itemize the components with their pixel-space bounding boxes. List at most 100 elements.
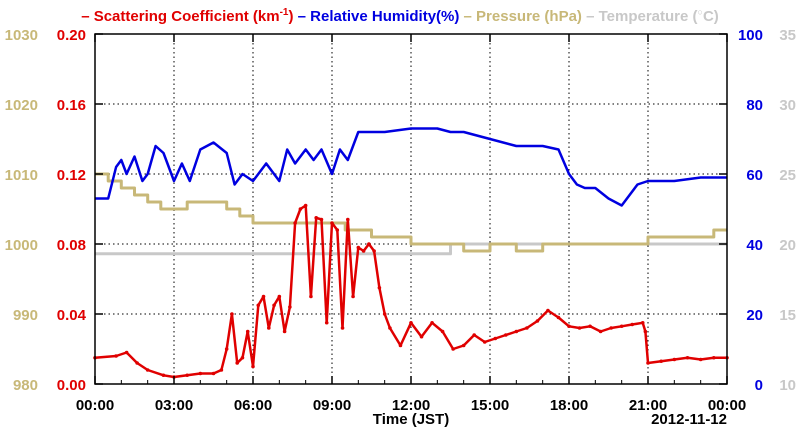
data-point-scattering-coefficient — [324, 320, 329, 325]
data-point-scattering-coefficient — [609, 326, 613, 330]
x-axis-label: Time (JST) — [373, 411, 449, 428]
data-point-scattering-coefficient — [245, 329, 250, 334]
series-line-relative-humidity — [95, 127, 727, 207]
temperature-tick-label: 30 — [779, 97, 796, 114]
legend-degree: ○ — [698, 7, 703, 17]
data-point-scattering-coefficient — [356, 245, 361, 250]
data-point-scattering-coefficient — [712, 355, 716, 360]
data-point-scattering-coefficient — [267, 326, 271, 330]
legend-item-pressure-hpa: – Pressure (hPa) — [459, 8, 582, 25]
pressure-tick-label: 1000 — [5, 237, 38, 254]
x-tick-label: 00:00 — [708, 397, 746, 414]
x-tick-label: 12:00 — [392, 397, 430, 414]
data-point-scattering-coefficient — [461, 343, 466, 348]
data-point-scattering-coefficient — [145, 368, 150, 372]
data-point-scattering-coefficient — [398, 343, 403, 348]
data-point-scattering-coefficient — [211, 371, 216, 376]
data-point-scattering-coefficient — [330, 221, 334, 225]
data-point-scattering-coefficient — [235, 361, 239, 365]
legend-item-scattering-coefficient-km: – Scattering Coefficient (km — [81, 8, 279, 25]
data-point-scattering-coefficient — [377, 285, 382, 290]
data-point-scattering-coefficient — [351, 294, 355, 299]
temperature-tick-label: 35 — [779, 27, 796, 44]
data-point-scattering-coefficient — [672, 357, 677, 362]
temperature-tick-label: 25 — [779, 167, 796, 184]
data-point-scattering-coefficient — [685, 355, 690, 360]
data-point-scattering-coefficient — [293, 221, 297, 225]
data-point-scattering-coefficient — [630, 322, 634, 327]
data-point-scattering-coefficient — [277, 294, 282, 299]
scattering-tick-label: 0.04 — [57, 307, 87, 324]
scattering-tick-label: 0.08 — [57, 237, 86, 254]
data-point-scattering-coefficient — [335, 228, 340, 232]
x-tick-label: 09:00 — [313, 397, 351, 414]
data-point-scattering-coefficient — [272, 303, 276, 308]
legend-tail: C) — [703, 8, 719, 25]
x-tick-label: 21:00 — [629, 397, 667, 414]
data-point-scattering-coefficient — [577, 326, 582, 330]
temperature-tick-label: 10 — [779, 377, 796, 394]
data-point-scattering-coefficient — [493, 336, 498, 341]
data-point-scattering-coefficient — [198, 371, 203, 376]
data-point-scattering-coefficient — [346, 217, 350, 222]
data-point-scattering-coefficient — [361, 249, 366, 253]
data-point-scattering-coefficient — [261, 294, 266, 299]
data-point-scattering-coefficient — [409, 320, 413, 325]
legend-item-relative-humidity: – Relative Humidity(%) — [294, 8, 460, 25]
pressure-tick-label: 1030 — [5, 27, 38, 44]
data-point-scattering-coefficient — [556, 315, 561, 320]
date-label: 2012-11-12 — [651, 411, 727, 428]
legend-text: – Scattering Coefficient (km-1) – Relati… — [81, 7, 719, 25]
data-point-scattering-coefficient — [240, 355, 245, 360]
data-point-scattering-coefficient — [124, 350, 129, 355]
data-point-scattering-coefficient — [619, 324, 624, 329]
data-point-scattering-coefficient — [659, 359, 663, 364]
data-point-scattering-coefficient — [567, 324, 571, 329]
data-point-scattering-coefficient — [419, 334, 424, 339]
data-point-scattering-coefficient — [588, 324, 592, 329]
temperature-tick-label: 15 — [779, 307, 796, 324]
data-point-scattering-coefficient — [230, 312, 234, 316]
pressure-tick-label: 980 — [13, 377, 38, 394]
x-tick-label: 03:00 — [155, 397, 193, 414]
data-point-scattering-coefficient — [367, 242, 371, 246]
legend-superscript: -1 — [280, 7, 289, 18]
data-point-scattering-coefficient — [451, 347, 455, 351]
humidity-tick-label: 60 — [746, 167, 763, 184]
data-point-scattering-coefficient — [256, 303, 261, 308]
scattering-tick-label: 0.16 — [57, 97, 86, 114]
data-point-scattering-coefficient — [319, 217, 324, 222]
x-tick-label: 00:00 — [76, 397, 114, 414]
data-point-scattering-coefficient — [514, 329, 519, 334]
data-point-scattering-coefficient — [340, 326, 345, 330]
data-point-scattering-coefficient — [185, 373, 189, 378]
data-point-scattering-coefficient — [504, 333, 508, 337]
data-point-scattering-coefficient — [303, 203, 308, 208]
scattering-tick-label: 0.00 — [57, 377, 86, 394]
data-point-scattering-coefficient — [382, 312, 387, 316]
temperature-tick-label: 20 — [779, 237, 796, 254]
pressure-tick-label: 1010 — [5, 167, 38, 184]
data-point-scattering-coefficient — [646, 361, 650, 365]
scattering-tick-label: 0.20 — [57, 27, 86, 44]
data-point-scattering-coefficient — [372, 249, 376, 253]
data-point-scattering-coefficient — [525, 326, 529, 330]
humidity-tick-label: 40 — [746, 237, 763, 254]
pressure-tick-label: 990 — [13, 307, 38, 324]
data-point-scattering-coefficient — [388, 326, 392, 330]
data-point-scattering-coefficient — [309, 294, 313, 299]
chart-axes: 98099010001010102010300.000.040.080.120.… — [5, 27, 796, 414]
chart-legend: – Scattering Coefficient (km-1) – Relati… — [81, 7, 719, 25]
data-point-scattering-coefficient — [482, 340, 487, 344]
data-point-scattering-coefficient — [535, 319, 540, 323]
data-point-scattering-coefficient — [430, 320, 434, 325]
legend-tail: ) — [289, 8, 294, 25]
x-tick-label: 06:00 — [234, 397, 272, 414]
humidity-tick-label: 0 — [755, 377, 763, 394]
data-point-scattering-coefficient — [643, 329, 648, 334]
data-point-scattering-coefficient — [282, 329, 287, 334]
chart-grid — [95, 34, 727, 384]
data-point-scattering-coefficient — [135, 361, 139, 365]
data-point-scattering-coefficient — [298, 207, 303, 211]
